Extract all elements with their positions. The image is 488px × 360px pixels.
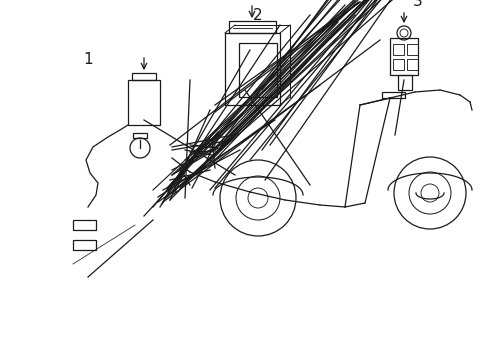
Text: 1: 1	[83, 53, 93, 68]
Bar	[406, 59, 417, 70]
Text: 2: 2	[253, 8, 262, 22]
Bar	[392, 59, 403, 70]
Bar	[406, 44, 417, 55]
Text: 3: 3	[412, 0, 422, 9]
Bar	[392, 44, 403, 55]
